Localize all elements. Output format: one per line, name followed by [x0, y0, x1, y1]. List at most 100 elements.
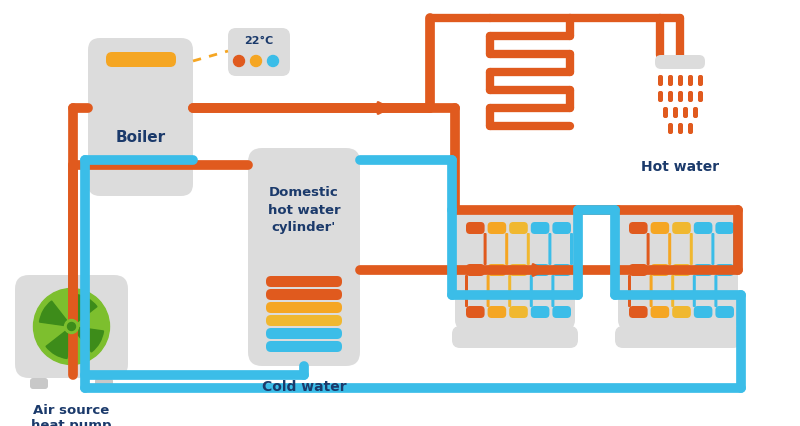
- FancyBboxPatch shape: [688, 123, 693, 134]
- FancyBboxPatch shape: [509, 306, 528, 318]
- FancyBboxPatch shape: [266, 302, 342, 313]
- Circle shape: [65, 320, 78, 334]
- Text: Cold water: Cold water: [262, 380, 346, 394]
- FancyBboxPatch shape: [106, 52, 176, 67]
- FancyBboxPatch shape: [694, 222, 712, 234]
- FancyBboxPatch shape: [672, 306, 691, 318]
- FancyBboxPatch shape: [466, 264, 485, 276]
- FancyBboxPatch shape: [466, 222, 485, 234]
- FancyBboxPatch shape: [531, 222, 550, 234]
- FancyBboxPatch shape: [266, 328, 342, 339]
- FancyBboxPatch shape: [668, 233, 671, 265]
- FancyBboxPatch shape: [688, 91, 693, 102]
- FancyBboxPatch shape: [663, 107, 668, 118]
- Circle shape: [67, 322, 75, 331]
- FancyBboxPatch shape: [486, 275, 490, 307]
- FancyBboxPatch shape: [668, 91, 673, 102]
- FancyBboxPatch shape: [629, 222, 648, 234]
- FancyBboxPatch shape: [483, 233, 486, 265]
- FancyBboxPatch shape: [650, 264, 669, 276]
- FancyBboxPatch shape: [715, 222, 734, 234]
- Text: Hot water: Hot water: [641, 160, 719, 174]
- FancyBboxPatch shape: [552, 306, 571, 318]
- FancyBboxPatch shape: [531, 306, 550, 318]
- FancyBboxPatch shape: [248, 148, 360, 366]
- FancyBboxPatch shape: [683, 107, 688, 118]
- FancyBboxPatch shape: [678, 91, 683, 102]
- FancyBboxPatch shape: [690, 233, 693, 265]
- FancyBboxPatch shape: [549, 233, 551, 265]
- FancyBboxPatch shape: [688, 75, 693, 86]
- FancyBboxPatch shape: [266, 341, 342, 352]
- FancyBboxPatch shape: [551, 275, 554, 307]
- FancyBboxPatch shape: [552, 264, 571, 276]
- FancyBboxPatch shape: [678, 123, 683, 134]
- FancyBboxPatch shape: [693, 275, 696, 307]
- FancyBboxPatch shape: [694, 306, 712, 318]
- FancyBboxPatch shape: [678, 75, 683, 86]
- FancyBboxPatch shape: [671, 275, 674, 307]
- FancyBboxPatch shape: [508, 275, 511, 307]
- FancyBboxPatch shape: [698, 91, 703, 102]
- Text: Boiler: Boiler: [115, 130, 166, 145]
- FancyBboxPatch shape: [552, 222, 571, 234]
- FancyBboxPatch shape: [466, 306, 485, 318]
- FancyBboxPatch shape: [266, 276, 342, 287]
- FancyBboxPatch shape: [668, 75, 673, 86]
- FancyBboxPatch shape: [629, 264, 648, 276]
- Circle shape: [34, 288, 110, 365]
- FancyBboxPatch shape: [629, 306, 648, 318]
- FancyBboxPatch shape: [673, 107, 678, 118]
- FancyBboxPatch shape: [672, 222, 691, 234]
- FancyBboxPatch shape: [658, 91, 663, 102]
- FancyBboxPatch shape: [266, 289, 342, 300]
- Circle shape: [234, 55, 245, 66]
- FancyBboxPatch shape: [570, 233, 573, 265]
- Text: Domestic
hot water
cylinder': Domestic hot water cylinder': [268, 185, 340, 234]
- FancyBboxPatch shape: [488, 264, 506, 276]
- FancyBboxPatch shape: [715, 264, 734, 276]
- FancyBboxPatch shape: [733, 233, 736, 265]
- FancyBboxPatch shape: [506, 233, 508, 265]
- FancyBboxPatch shape: [266, 315, 342, 326]
- Wedge shape: [71, 294, 97, 326]
- Text: Air source
heat pump: Air source heat pump: [31, 404, 112, 426]
- FancyBboxPatch shape: [646, 233, 650, 265]
- FancyBboxPatch shape: [693, 107, 698, 118]
- FancyBboxPatch shape: [95, 378, 113, 389]
- FancyBboxPatch shape: [711, 233, 714, 265]
- FancyBboxPatch shape: [668, 123, 673, 134]
- FancyBboxPatch shape: [15, 275, 128, 378]
- Circle shape: [250, 55, 262, 66]
- Text: 22°C: 22°C: [244, 36, 274, 46]
- FancyBboxPatch shape: [615, 326, 741, 348]
- FancyBboxPatch shape: [228, 28, 290, 76]
- Wedge shape: [71, 326, 103, 352]
- FancyBboxPatch shape: [650, 306, 669, 318]
- FancyBboxPatch shape: [488, 306, 506, 318]
- FancyBboxPatch shape: [455, 210, 575, 330]
- FancyBboxPatch shape: [488, 222, 506, 234]
- FancyBboxPatch shape: [452, 326, 578, 348]
- FancyBboxPatch shape: [618, 210, 738, 330]
- FancyBboxPatch shape: [714, 275, 718, 307]
- FancyBboxPatch shape: [88, 38, 193, 196]
- FancyBboxPatch shape: [509, 222, 528, 234]
- FancyBboxPatch shape: [465, 275, 468, 307]
- FancyBboxPatch shape: [672, 264, 691, 276]
- FancyBboxPatch shape: [628, 275, 631, 307]
- FancyBboxPatch shape: [698, 75, 703, 86]
- Circle shape: [267, 55, 278, 66]
- FancyBboxPatch shape: [650, 222, 669, 234]
- FancyBboxPatch shape: [530, 275, 533, 307]
- FancyBboxPatch shape: [655, 55, 705, 69]
- Wedge shape: [46, 326, 71, 359]
- FancyBboxPatch shape: [658, 75, 663, 86]
- FancyBboxPatch shape: [715, 306, 734, 318]
- FancyBboxPatch shape: [509, 264, 528, 276]
- FancyBboxPatch shape: [650, 275, 653, 307]
- FancyBboxPatch shape: [531, 264, 550, 276]
- FancyBboxPatch shape: [526, 233, 530, 265]
- Wedge shape: [39, 301, 71, 326]
- FancyBboxPatch shape: [694, 264, 712, 276]
